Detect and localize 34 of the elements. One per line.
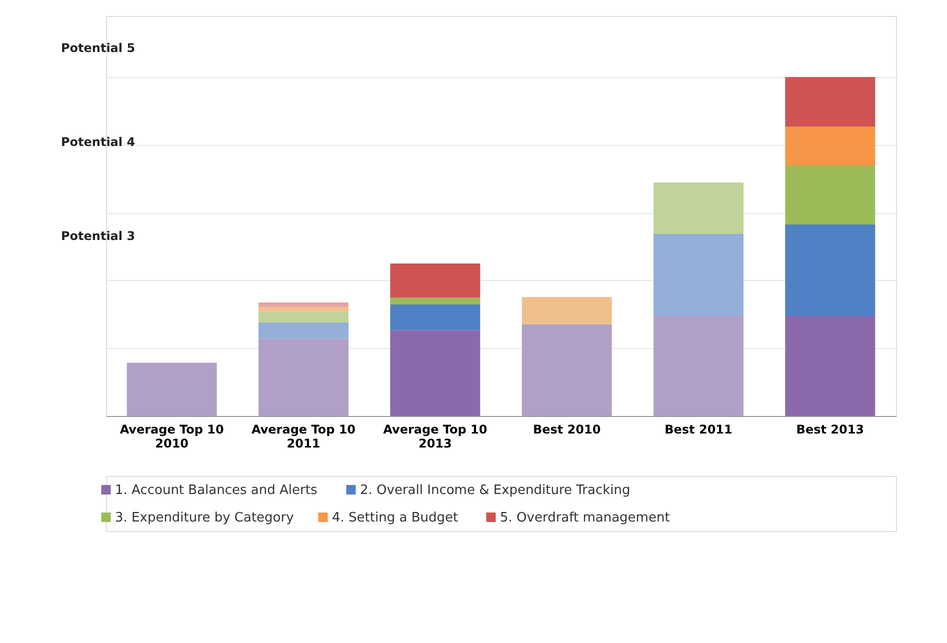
x-tick-label: Best 2013 [796, 422, 864, 436]
legend-label: 4. Setting a Budget [332, 510, 458, 526]
legend-label: 2. Overall Income & Expenditure Tracking [360, 482, 630, 498]
bar [522, 324, 612, 416]
x-tick-label: Best 2011 [664, 422, 732, 436]
bar [258, 307, 348, 312]
x-tick-label: Average Top 10 2013 [383, 422, 488, 450]
bar [654, 234, 744, 316]
annotation: Potential 4 [61, 135, 136, 149]
bar [522, 297, 612, 324]
legend-label: 5. Overdraft management [500, 510, 670, 526]
bar [258, 312, 348, 322]
bar [654, 316, 744, 416]
bar [390, 304, 480, 330]
bar [258, 338, 348, 416]
bar [785, 165, 876, 224]
bar [654, 182, 744, 234]
legend-label: 3. Expenditure by Category [115, 510, 294, 526]
bar [785, 77, 876, 127]
bar [390, 263, 480, 298]
bar [258, 302, 348, 308]
legend-label: 1. Account Balances and Alerts [115, 482, 318, 498]
x-tick-label: Best 2010 [532, 422, 601, 436]
bar [785, 316, 876, 416]
x-tick-label: Average Top 10 2011 [251, 422, 356, 450]
annotation: Potential 3 [61, 229, 136, 243]
text: Potential 5 [61, 41, 136, 55]
bar [390, 330, 480, 416]
bar [258, 322, 348, 339]
bar [126, 362, 217, 416]
x-tick-label: Average Top 10 2010 [120, 422, 224, 450]
bar [785, 224, 876, 316]
bar [390, 298, 480, 304]
bar [785, 126, 876, 166]
